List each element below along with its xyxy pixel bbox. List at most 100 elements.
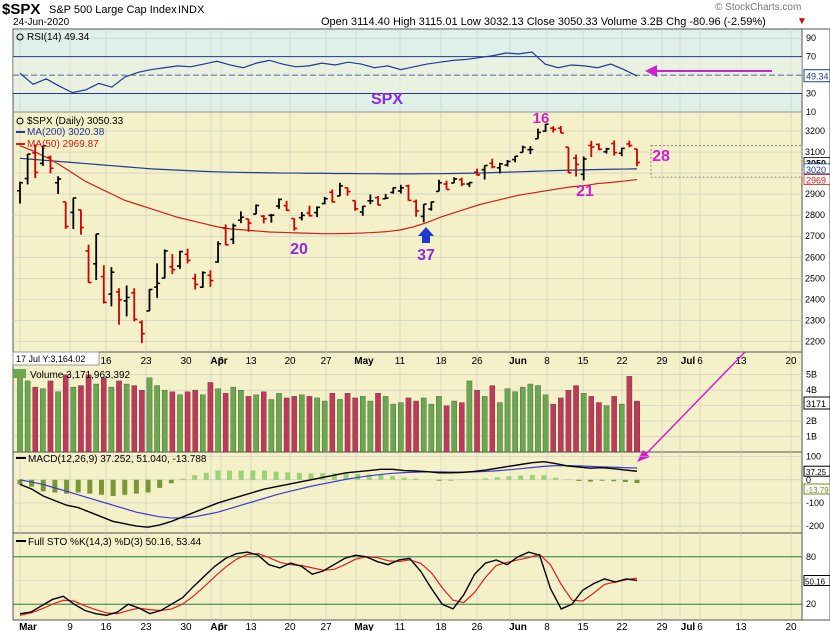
- volume-bar: [85, 374, 92, 453]
- ohlc-bar: [435, 179, 442, 193]
- ohlc-bar: [405, 184, 412, 202]
- volume-bar: [101, 377, 107, 453]
- price-x-tick-label: 30: [180, 356, 192, 367]
- volume-bar: [535, 385, 541, 453]
- volume-bar: [276, 393, 282, 453]
- price-x-tick-label: 23: [140, 356, 152, 367]
- volume-bar: [611, 396, 617, 453]
- volume-bar: [626, 376, 633, 453]
- price-tick-label: 2200: [805, 336, 825, 346]
- volume-bar: [47, 380, 54, 453]
- ohlc-bar: [504, 160, 511, 167]
- price-x-tick-label: 11: [395, 356, 406, 367]
- volume-bar: [291, 396, 297, 453]
- sto-d-line: [19, 553, 638, 616]
- right-axis-strip: [801, 28, 830, 621]
- bottom-x-tick-label: 20: [284, 622, 296, 631]
- ohlc-bar: [565, 146, 572, 174]
- volume-bar: [116, 380, 122, 453]
- ohlc-bar: [321, 196, 328, 205]
- volume-bar: [93, 383, 99, 453]
- ma200-line: [19, 157, 638, 175]
- macd-histogram-bar: [40, 479, 46, 492]
- volume-bar: [580, 393, 587, 453]
- rsi-last-value: 49.34: [806, 72, 829, 82]
- price-tick-label: 3200: [805, 126, 825, 136]
- ohlc-bar: [534, 128, 541, 140]
- volume-bar: [123, 383, 130, 453]
- ohlc-bar: [47, 155, 54, 174]
- price-tick-label: 2400: [805, 294, 825, 304]
- price-x-tick-label: 22: [616, 356, 628, 367]
- ohlc-bar: [344, 186, 351, 196]
- volume-bar: [24, 380, 31, 453]
- volume-bar: [504, 388, 511, 453]
- macd-histogram-bar: [634, 479, 640, 484]
- sto-title: Full STO %K(14,3) %D(3) 50.16, 53.44: [28, 537, 202, 548]
- ohlc-bar: [207, 270, 214, 287]
- macd-histogram-bar: [215, 470, 221, 480]
- bottom-x-tick-label: Jul: [681, 622, 696, 631]
- ohlc-bar: [557, 126, 564, 134]
- ohlc-bar: [420, 203, 427, 223]
- volume-last-box: [803, 396, 830, 410]
- volume-bar: [573, 385, 579, 453]
- macd-histogram-bar: [390, 475, 396, 480]
- volume-bar: [329, 393, 336, 453]
- ohlc-bar: [176, 250, 183, 269]
- price-tick-label: 2500: [805, 273, 825, 283]
- volume-bar: [321, 400, 328, 453]
- macd-tick-label: 0: [806, 475, 811, 485]
- rsi-tick-label: 90: [806, 33, 816, 43]
- ohlc-bar: [573, 154, 580, 177]
- volume-bar: [161, 390, 168, 453]
- price-x-tick-label: 13: [735, 356, 747, 367]
- ohlc-bar: [169, 254, 176, 275]
- down-arrow-icon: ▼: [797, 16, 807, 27]
- price-settings-icon: [16, 117, 24, 125]
- bottom-x-tick-label: 16: [100, 622, 112, 631]
- macd-histogram-bar: [518, 475, 524, 480]
- ohlc-bar: [123, 285, 130, 317]
- bottom-x-tick-label: 13: [245, 622, 257, 631]
- volume-bar: [154, 385, 160, 453]
- rsi-line: [19, 51, 638, 94]
- ohlc-bar: [138, 320, 145, 344]
- ohlc-bar: [382, 193, 389, 200]
- macd-histogram-bar: [29, 479, 35, 487]
- volume-bar: [443, 405, 450, 453]
- volume-bar: [139, 390, 145, 453]
- ohlc-bar: [215, 241, 222, 263]
- price-x-tick-label: 26: [471, 356, 483, 367]
- ohlc-bar: [161, 249, 168, 279]
- macd-histogram-bar: [192, 475, 198, 480]
- rsi-tick-label: 70: [806, 52, 816, 62]
- macd-histogram-bar: [203, 472, 209, 480]
- macd-line: [19, 461, 638, 528]
- bottom-x-tick-label: 23: [140, 622, 152, 631]
- volume-bar: [215, 388, 221, 453]
- ohlc-bar: [184, 248, 191, 264]
- price-tick-label: 2700: [805, 231, 825, 241]
- volume-bar: [261, 391, 267, 453]
- ohlc-bar: [283, 200, 290, 212]
- bottom-x-tick-label: 18: [435, 622, 447, 631]
- rsi-settings-icon: [16, 33, 24, 41]
- macd-histogram-bar: [87, 479, 93, 494]
- macd-histogram-bar: [168, 479, 174, 484]
- volume-bar: [268, 399, 275, 453]
- macd-histogram-bar: [250, 470, 256, 480]
- ohlc-bar: [611, 140, 618, 156]
- macd-histogram-bar: [273, 471, 279, 480]
- volume-bar: [222, 393, 229, 453]
- price-tick-label: 2800: [805, 210, 825, 220]
- volume-bar: [344, 393, 351, 453]
- macd-signal-line: [19, 465, 638, 519]
- price-tick-label: 2300: [805, 315, 825, 325]
- ohlc-bar: [100, 265, 107, 304]
- ohlc-bar: [314, 206, 321, 218]
- price-x-tick-label: 18: [435, 356, 447, 367]
- ohlc-bar: [626, 140, 633, 148]
- volume-bar: [337, 399, 343, 453]
- ohlc-bar: [618, 147, 625, 157]
